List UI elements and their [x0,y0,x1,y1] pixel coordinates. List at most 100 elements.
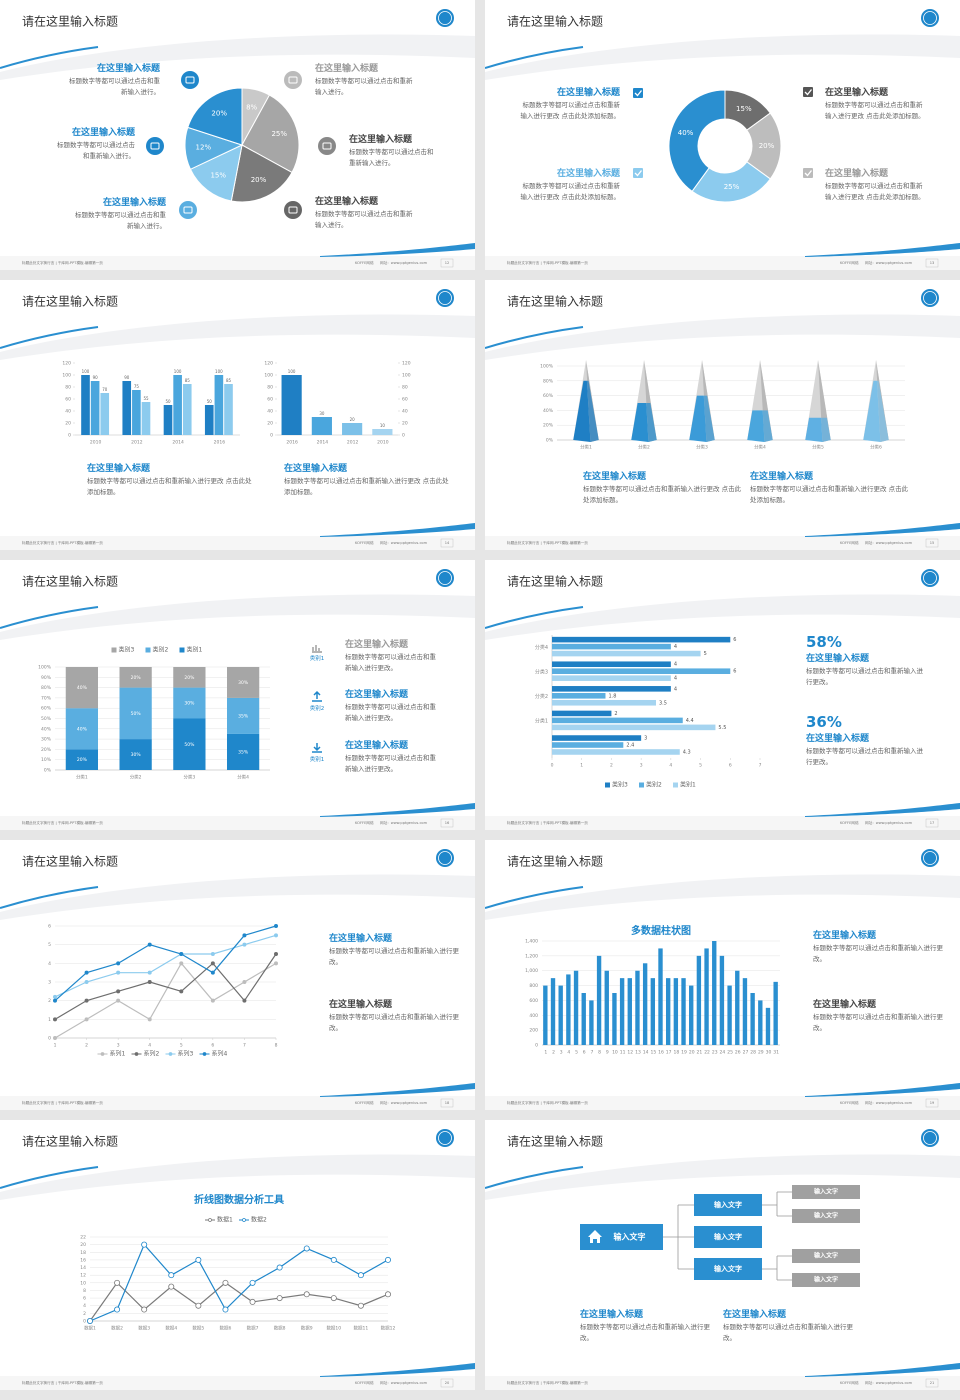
y2-tick-label: 100 [402,373,411,379]
x-tick-label: 4 [148,1043,151,1049]
footer-url: 网址：www.pptgenius.com [865,260,913,265]
block-heading: 在这里输入标题 [723,1310,787,1320]
branch-node [694,1194,762,1216]
page-number: 20 [445,1381,450,1385]
footer-text: 标题此处文字换行言 | 千库网-PPT模板-编辑第一页 [507,820,588,825]
value-label: 100 [288,369,296,374]
block-heading: 在这里输入标题 [806,654,870,664]
value-label: 100 [82,369,90,374]
footer-band [0,536,475,550]
header-band [0,1154,475,1200]
x-tick-label: 14 [643,1050,649,1056]
x-tick-label: 28 [750,1050,756,1056]
value-label: 4 [674,644,677,650]
cone-shell-side [876,360,889,442]
footer-brand: KOFFE网络 [840,540,859,545]
bar [552,717,683,724]
value-label: 20% [184,675,195,681]
connector [762,1191,792,1281]
leaf-node [792,1209,860,1223]
value-label: 100 [174,369,182,374]
legend-label: 系列4 [212,1050,228,1058]
footer-url: 网址：www.pptgenius.com [865,540,913,545]
x-tick-label: 0 [551,763,554,769]
x-tick-label: 2012 [347,440,359,446]
footer-url: 网址：www.pptgenius.com [380,1100,428,1105]
y-tick-label: 22 [80,1235,86,1241]
bar [573,970,579,1045]
bar [552,749,680,755]
y-tick-label: 100% [540,364,554,370]
y-tick-label: 800 [529,983,538,989]
bar [141,402,151,435]
bar [552,675,671,681]
marker [273,952,278,957]
slide-title: 请在这里输入标题 [22,1134,118,1149]
y2-tick-label: 60 [402,397,408,403]
icon [284,201,302,219]
footer-accent [320,803,475,817]
bar [665,978,671,1045]
text-block: 在这里输入标题 标题数字等都可以通过点击和重新输入进行更改。 [813,929,943,965]
x-tick-label: 7 [243,1043,246,1049]
bar [342,423,363,435]
bar [227,697,260,734]
text-block: 在这里输入标题 标题数字等都可以通过点击和重新输入进行更改 点击此处添加标题。 [520,167,620,203]
y2-tick-label: 20 [402,421,408,427]
cone-shell-side [586,360,599,442]
icon [312,743,322,753]
block-body: 标题数字等都可以通过点击和重新输入进行更改 点击此处添加标题。 [825,101,925,120]
marker [242,933,247,938]
icon-glyph [288,206,298,214]
cone-shell-side [702,360,715,442]
block-body: 标题数字等都可以通过点击和重新输入进行更改。 [329,947,459,966]
x-tick-label: 2010 [90,440,102,446]
marker [357,1302,364,1309]
text-block: 在这里输入标题 标题数字等都可以通过点击和重新输入进行更改。 [329,998,459,1034]
bar [765,1007,771,1045]
block-body: 标题数字等都可以通过点击和重新输入进行更改 点击此处添加标题。 [520,182,620,201]
value-label: 35% [238,713,249,719]
slide: 请在这里输入标题 标题此处文字换行言 | 千库网-PPT模板-编辑第一页 KOFFE… [0,840,475,1110]
bar [552,643,671,650]
block-body: 标题数字等都可以通过点击和重新输入进行更改。 [806,747,923,766]
x-tick-label: 4 [567,1050,570,1056]
footer-text: 标题此处文字换行言 | 千库网-PPT模板-编辑第一页 [22,1100,103,1105]
legend-marker [202,1052,207,1056]
text-block: 在这里输入标题 标题数字等都可以通过点击和重新输入进行更改。 [329,932,459,968]
footer-accent [805,243,960,257]
value-label: 5 [704,651,707,657]
cone-fill [573,380,591,442]
header-accent [485,46,584,69]
y-tick-label: 100 [62,373,71,379]
footer-band [485,1096,960,1110]
value-label: 6 [733,669,736,675]
line [89,1281,389,1322]
cone-fill [631,403,649,442]
y-tick-label: 20 [65,421,71,427]
leaf-node [792,1249,860,1263]
marker [303,1245,310,1252]
page-box [925,818,939,828]
bar [100,393,110,435]
page-number: 19 [930,1101,935,1105]
slide: 请在这里输入标题 标题此处文字换行言 | 千库网-PPT模板-编辑第一页 KOFFE… [0,0,475,270]
value-label: 50% [131,711,142,717]
bar [119,687,152,740]
leaf-node-label: 输入文字 [814,1188,838,1196]
logo-ring [438,11,452,25]
bar [604,970,609,1045]
y-tick-label: 200 [529,1028,538,1034]
footer-text: 标题此处文字换行言 | 千库网-PPT模板-编辑第一页 [507,1100,588,1105]
y-tick-label: 0 [83,1319,86,1325]
bar [552,668,731,674]
cone-shell-side [818,360,831,442]
x-tick-label: 分类5 [812,444,824,451]
bar [558,985,563,1045]
block-body: 标题数字等都可以通过点击和重新输入进行更改。 [723,1323,853,1342]
